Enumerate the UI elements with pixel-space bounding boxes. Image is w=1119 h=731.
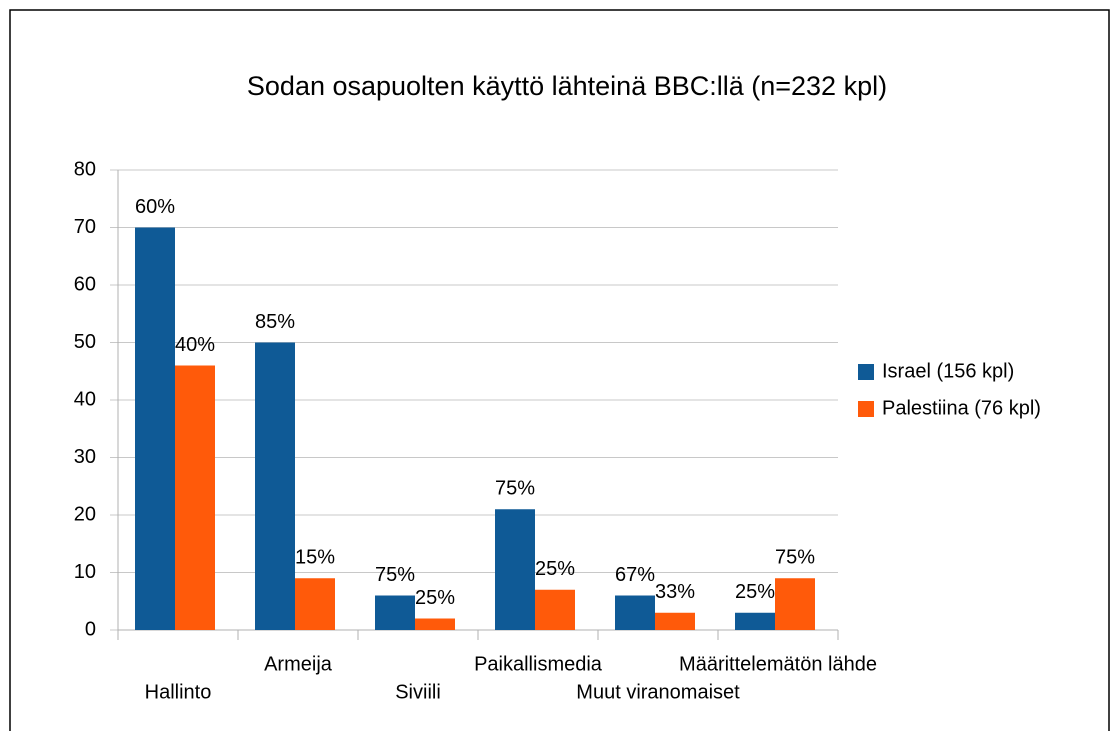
share-label: 25% [735,581,775,603]
y-tick-label: 0 [85,618,96,640]
y-tick-label: 30 [74,446,96,468]
share-label: 33% [655,581,695,603]
y-tick-label: 80 [74,158,96,180]
share-label: 75% [375,564,415,586]
bar [415,618,455,630]
x-tick-label: Hallinto [145,681,212,703]
chart-title: Sodan osapuolten käyttö lähteinä BBC:llä… [247,71,887,101]
bar [655,612,695,630]
bar [615,595,655,630]
share-label: 75% [775,547,815,569]
legend-label: Israel (156 kpl) [882,360,1014,382]
x-tick-label: Muut viranomaiset [576,681,740,703]
share-label: 40% [175,334,215,356]
share-label: 85% [255,311,295,333]
y-tick-label: 20 [74,503,96,525]
y-tick-label: 10 [74,561,96,583]
bar [175,365,215,630]
share-label: 25% [535,558,575,580]
bar [535,589,575,630]
legend-swatch [858,401,874,417]
x-tick-label: Armeija [264,653,333,675]
bar [375,595,415,630]
legend-swatch [858,364,874,380]
bar [135,227,175,630]
x-tick-label: Määrittelemätön lähde [679,653,877,675]
bar [735,612,775,630]
x-tick-label: Siviili [395,681,441,703]
y-tick-label: 50 [74,331,96,353]
legend-label: Palestiina (76 kpl) [882,397,1041,419]
share-label: 75% [495,478,535,500]
share-label: 25% [415,587,455,609]
y-tick-label: 60 [74,273,96,295]
bar [775,578,815,630]
bar [255,342,295,630]
bar [495,509,535,630]
bar [295,578,335,630]
frame [9,9,1110,731]
y-tick-label: 40 [74,388,96,410]
y-tick-label: 70 [74,216,96,238]
share-label: 67% [615,564,655,586]
share-label: 15% [295,547,335,569]
x-tick-label: Paikallismedia [474,653,603,675]
share-label: 60% [135,196,175,218]
